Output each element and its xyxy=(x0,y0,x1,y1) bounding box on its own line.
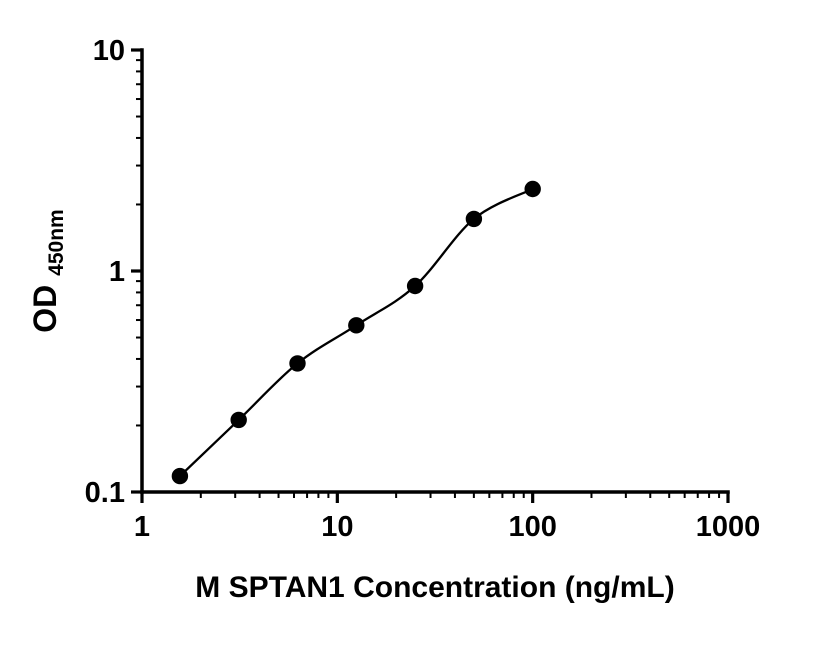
y-axis-title-main: OD xyxy=(27,285,63,333)
data-point xyxy=(230,411,247,429)
x-tick-label: 1 xyxy=(134,511,150,543)
data-point xyxy=(171,467,189,485)
data-point xyxy=(348,317,365,334)
axis-minor-ticks xyxy=(136,59,721,498)
data-points xyxy=(171,180,541,485)
y-tick-label: 1 xyxy=(109,256,125,288)
y-axis-title-subscript: 450nm xyxy=(45,209,68,276)
data-point xyxy=(406,277,424,295)
data-point xyxy=(465,210,483,228)
axis-major-ticks xyxy=(131,48,730,503)
x-tick-label: 1000 xyxy=(696,511,761,543)
x-axis-title: M SPTAN1 Concentration (ng/mL) xyxy=(195,571,674,604)
data-point xyxy=(289,355,306,372)
y-tick-label: 0.1 xyxy=(85,477,125,509)
y-axis-title: OD 450nm xyxy=(27,209,68,332)
data-point xyxy=(524,180,541,198)
y-tick-label: 10 xyxy=(93,35,125,67)
x-tick-label: 10 xyxy=(321,511,353,543)
x-tick-label: 100 xyxy=(508,511,556,543)
axis-tick-labels: 1 10 100 1000 0.1 1 10 xyxy=(85,35,761,543)
